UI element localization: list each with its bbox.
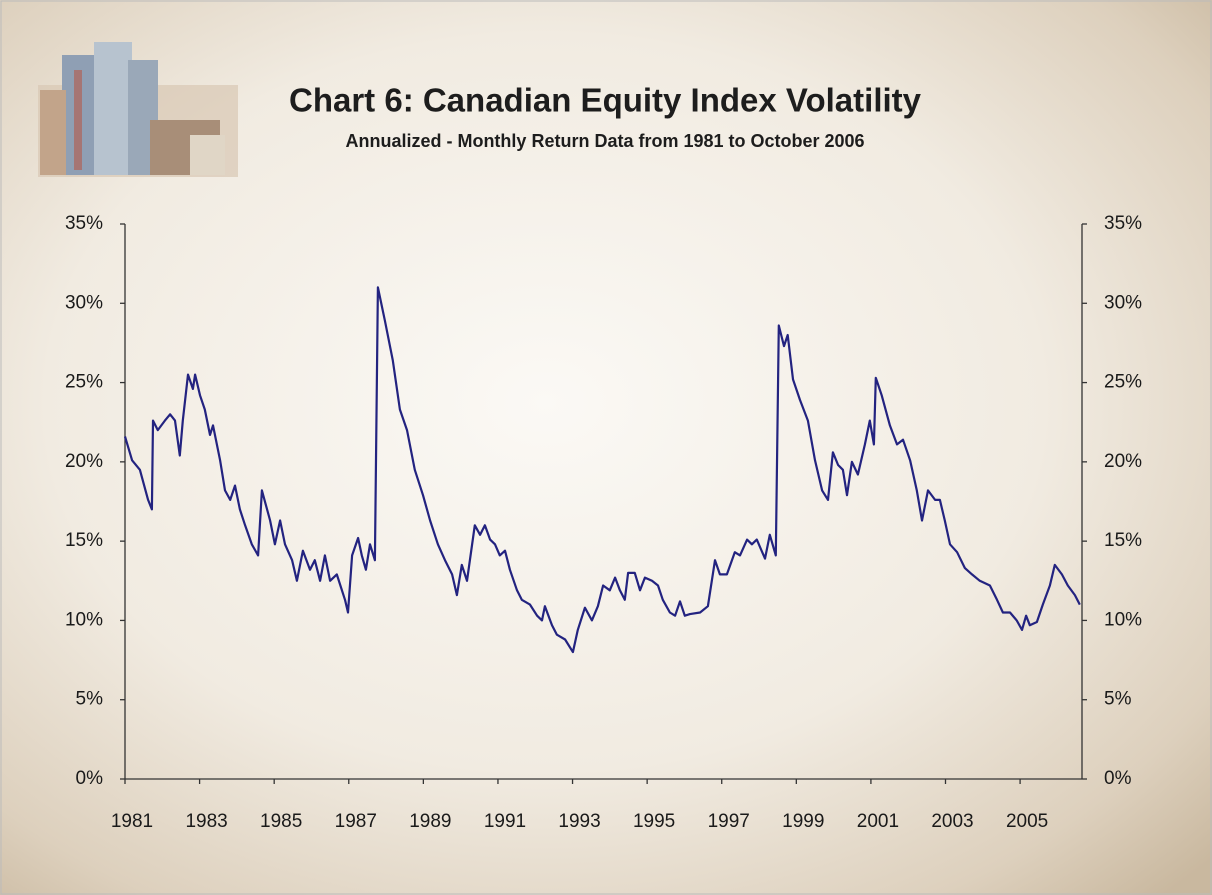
- x-tick-label: 1997: [708, 811, 750, 832]
- y-tick-label: 25%: [65, 372, 103, 393]
- x-tick-label: 2003: [931, 811, 973, 832]
- x-tick-label: 1985: [260, 811, 302, 832]
- x-tick-label: 2005: [1006, 811, 1048, 832]
- x-tick-label: 1987: [335, 811, 377, 832]
- y-tick-label-right: 15%: [1104, 530, 1142, 551]
- y-tick-label: 0%: [76, 768, 104, 789]
- chart-title: Chart 6: Canadian Equity Index Volatilit…: [289, 82, 922, 119]
- x-tick-label: 1981: [111, 811, 153, 832]
- y-tick-label-right: 20%: [1104, 451, 1142, 472]
- x-tick-label: 2001: [857, 811, 899, 832]
- x-tick-label: 1983: [185, 811, 227, 832]
- y-tick-label: 30%: [65, 292, 103, 313]
- x-tick-label: 1999: [782, 811, 824, 832]
- y-tick-label-right: 5%: [1104, 689, 1132, 710]
- y-tick-label-right: 0%: [1104, 768, 1132, 789]
- y-tick-label: 10%: [65, 609, 103, 630]
- y-tick-label: 35%: [65, 213, 103, 234]
- y-tick-label-right: 30%: [1104, 292, 1142, 313]
- y-tick-label-right: 10%: [1104, 609, 1142, 630]
- x-tick-label: 1989: [409, 811, 451, 832]
- x-tick-label: 1991: [484, 811, 526, 832]
- y-tick-label: 15%: [65, 530, 103, 551]
- y-tick-label: 20%: [65, 451, 103, 472]
- chart-subtitle: Annualized - Monthly Return Data from 19…: [345, 131, 864, 151]
- chart: Chart 6: Canadian Equity Index Volatilit…: [0, 0, 1212, 895]
- x-tick-label: 1995: [633, 811, 675, 832]
- x-tick-label: 1993: [558, 811, 600, 832]
- y-tick-label-right: 25%: [1104, 372, 1142, 393]
- y-tick-label-right: 35%: [1104, 213, 1142, 234]
- y-tick-label: 5%: [76, 689, 104, 710]
